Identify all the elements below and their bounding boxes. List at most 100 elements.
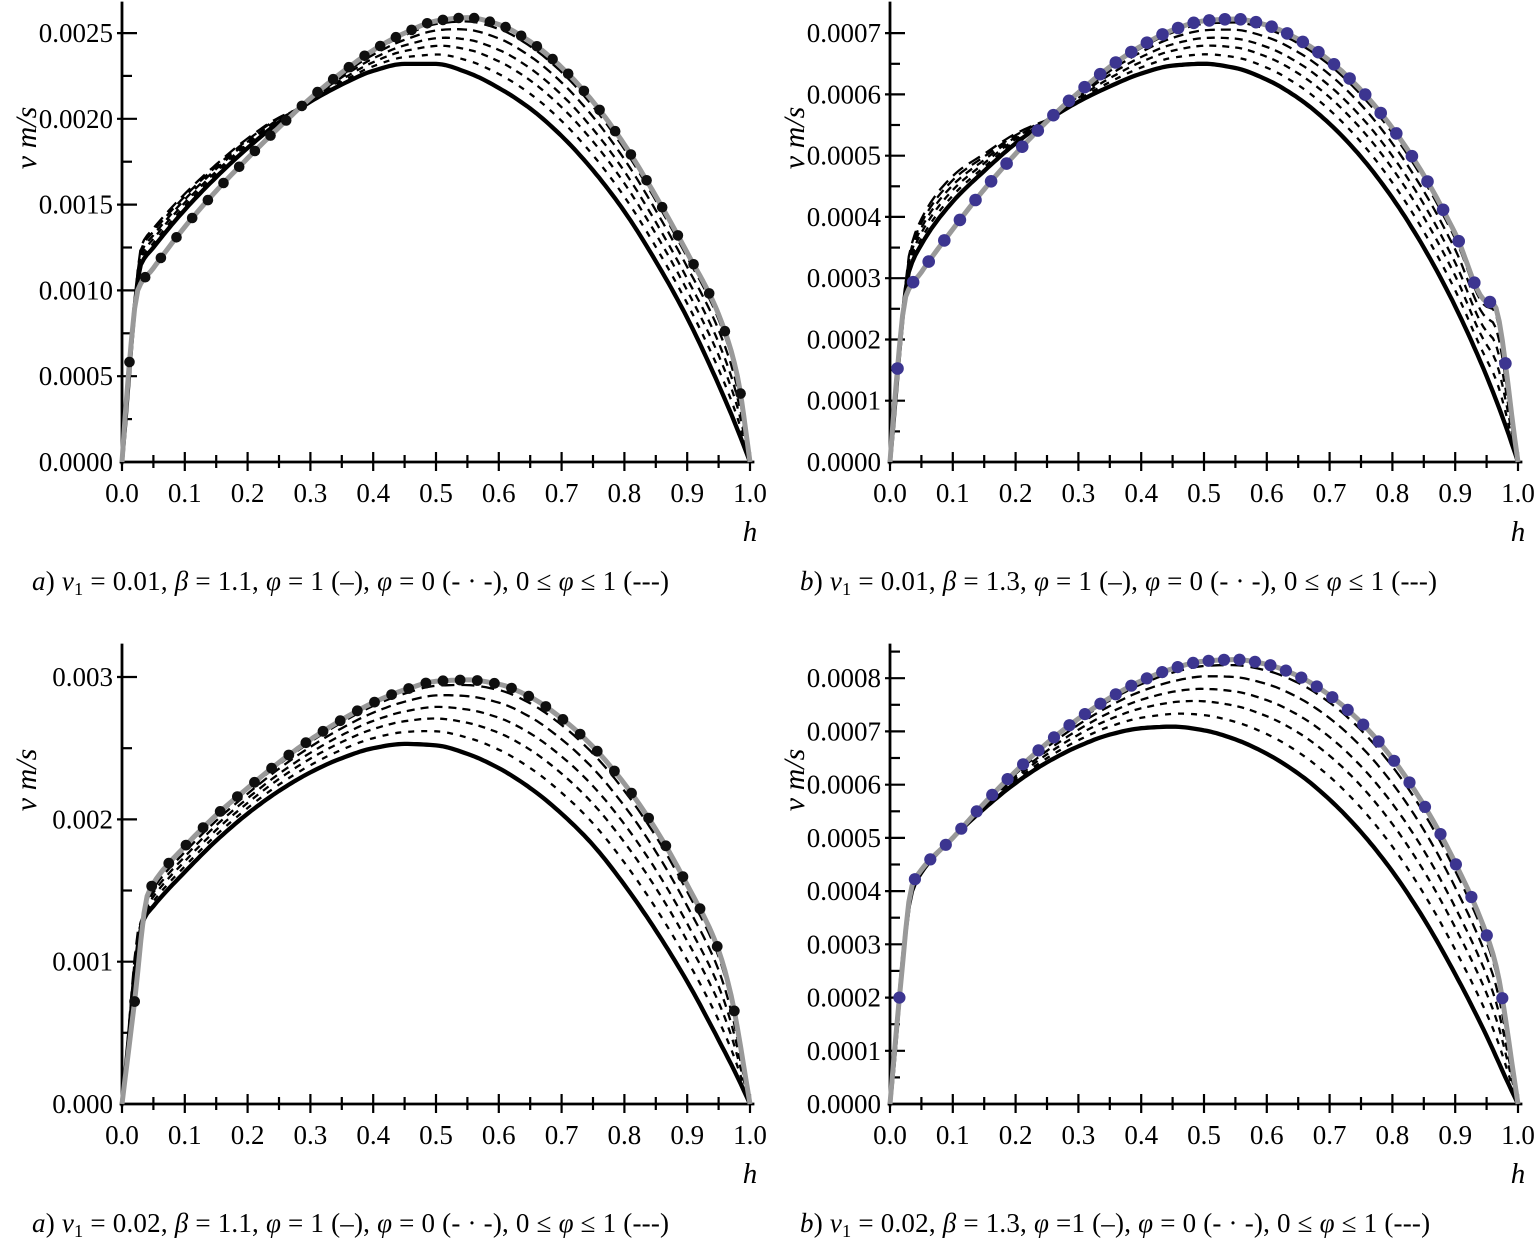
solid-curve [119, 61, 753, 463]
svg-text:0.5: 0.5 [1187, 478, 1221, 508]
dashed-curve [888, 36, 1520, 463]
dashed-curve [888, 675, 1520, 1105]
chart-bottom-left: 0.0 0.1 0.2 0.3 0.4 0.5 0.6 0.7 0.8 0.9 1.00.0000.… [10, 643, 767, 1190]
y-tick-labels: 0.0000 0.0005 0.0010 0.0015 0.0020 0.0025 [39, 18, 113, 477]
svg-text:0.7: 0.7 [545, 1120, 579, 1150]
panel-top-right: 0.0 0.1 0.2 0.3 0.4 0.5 0.6 0.7 0.8 0.9 1.0 0.0000 0… [768, 0, 1537, 612]
chart-top-right: 0.0 0.1 0.2 0.3 0.4 0.5 0.6 0.7 0.8 0.9 1.00.00000… [778, 1, 1535, 548]
y-axis-title: v m/s [778, 749, 811, 812]
axes [887, 1, 1523, 465]
svg-text:0.0000: 0.0000 [807, 447, 881, 477]
svg-text:0.2: 0.2 [231, 1120, 265, 1150]
svg-text:0.1: 0.1 [168, 1120, 202, 1150]
gray-curve [887, 657, 1521, 1105]
svg-text:0.4: 0.4 [1124, 478, 1158, 508]
svg-text:0.6: 0.6 [482, 1120, 516, 1150]
svg-text:0.5: 0.5 [419, 478, 453, 508]
svg-text:0.0000: 0.0000 [39, 447, 113, 477]
axes [119, 643, 755, 1107]
svg-text:0.0001: 0.0001 [807, 386, 881, 416]
x-tick-labels: 0.0 0.1 0.2 0.3 0.4 0.5 0.6 0.7 0.8 0.9 1.0 [105, 1120, 767, 1150]
svg-text:0.0001: 0.0001 [807, 1036, 881, 1066]
x-axis-title: h [1511, 516, 1526, 548]
x-axis-title: h [743, 516, 758, 548]
dashed-curve [120, 729, 752, 1105]
svg-text:0.2: 0.2 [231, 478, 265, 508]
svg-text:0.4: 0.4 [356, 1120, 390, 1150]
axes [119, 1, 755, 465]
svg-text:0.7: 0.7 [1313, 1120, 1347, 1150]
svg-text:0.0007: 0.0007 [807, 18, 881, 48]
phi0-markers [124, 12, 746, 399]
phi0-markers [129, 674, 740, 1017]
x-axis-title: h [1511, 1158, 1526, 1190]
svg-text:0.0000: 0.0000 [807, 1089, 881, 1119]
dashed-curve [120, 44, 752, 463]
svg-text:0.6: 0.6 [1250, 478, 1284, 508]
svg-text:0.6: 0.6 [482, 478, 516, 508]
x-tick-labels: 0.0 0.1 0.2 0.3 0.4 0.5 0.6 0.7 0.8 0.9 1.0 [105, 478, 767, 508]
svg-text:0.1: 0.1 [936, 1120, 970, 1150]
dashed-curve [120, 28, 752, 463]
svg-text:0.8: 0.8 [1376, 478, 1410, 508]
svg-text:0.3: 0.3 [294, 478, 328, 508]
svg-text:0.0002: 0.0002 [807, 983, 881, 1013]
gray-curve [887, 16, 1521, 463]
dashed-curve [120, 717, 752, 1105]
svg-text:0.0004: 0.0004 [807, 876, 882, 906]
chart-top-left: 0.0 0.1 0.2 0.3 0.4 0.5 0.6 0.7 0.8 0.9 1.00.00000… [10, 1, 767, 548]
svg-text:0.0: 0.0 [873, 478, 907, 508]
solid-curve [119, 741, 752, 1105]
svg-text:0.0005: 0.0005 [39, 361, 113, 391]
dashed-curve [120, 705, 752, 1105]
dashed-curve [888, 712, 1520, 1105]
svg-text:0.9: 0.9 [670, 1120, 704, 1150]
svg-text:0.0003: 0.0003 [807, 263, 881, 293]
panel-top-left: 0.0 0.1 0.2 0.3 0.4 0.5 0.6 0.7 0.8 0.9 1.0 0.0000 0… [0, 0, 768, 612]
x-axis-title: h [743, 1158, 758, 1190]
y-tick-labels: 0.0000 0.0001 0.0002 0.0003 0.0004 0.0005 0.00… [807, 663, 882, 1119]
caption-bottom-right: b) v1 = 0.02, β = 1.3, φ =1 (–), φ = 0 (… [800, 1208, 1431, 1242]
svg-text:0.1: 0.1 [936, 478, 970, 508]
svg-text:0.0: 0.0 [105, 1120, 139, 1150]
dashed-curve [888, 699, 1520, 1105]
svg-text:0.0006: 0.0006 [807, 770, 881, 800]
svg-text:0.0008: 0.0008 [807, 663, 881, 693]
svg-text:0.0003: 0.0003 [807, 929, 881, 959]
caption-top-right: b) v1 = 0.01, β = 1.3, φ = 1 (–), φ = 0 … [800, 566, 1438, 600]
svg-text:0.4: 0.4 [1124, 1120, 1158, 1150]
dashed-curve [120, 36, 752, 463]
svg-text:0.9: 0.9 [1438, 1120, 1472, 1150]
x-tick-labels: 0.0 0.1 0.2 0.3 0.4 0.5 0.6 0.7 0.8 0.9 1.0 [873, 1120, 1535, 1150]
svg-text:0.5: 0.5 [419, 1120, 453, 1150]
dashed-curve [888, 21, 1520, 463]
svg-text:0.7: 0.7 [1313, 478, 1347, 508]
phi0-markers [893, 653, 1509, 1005]
svg-text:0.0010: 0.0010 [39, 275, 113, 305]
svg-text:0.0006: 0.0006 [807, 79, 881, 109]
svg-text:0.3: 0.3 [1062, 478, 1096, 508]
tick-marks [117, 675, 752, 1113]
chart-bottom-right: 0.0 0.1 0.2 0.3 0.4 0.5 0.6 0.7 0.8 0.9 1.00.00000… [778, 643, 1535, 1190]
x-tick-labels: 0.0 0.1 0.2 0.3 0.4 0.5 0.6 0.7 0.8 0.9 1.0 [873, 478, 1535, 508]
dashed-curve [120, 20, 752, 463]
dashed-curve [888, 53, 1520, 463]
svg-text:1.0: 1.0 [733, 1120, 767, 1150]
dashed-curve [120, 694, 752, 1105]
tick-marks [885, 31, 1520, 471]
svg-text:0.1: 0.1 [168, 478, 202, 508]
solid-curve [887, 61, 1521, 463]
svg-text:0.0002: 0.0002 [807, 325, 881, 355]
svg-text:1.0: 1.0 [1501, 478, 1535, 508]
svg-text:0.001: 0.001 [52, 947, 113, 977]
y-axis-title: v m/s [10, 749, 43, 812]
panel-bottom-left: 0.0 0.1 0.2 0.3 0.4 0.5 0.6 0.7 0.8 0.9 1.0 0.000 0.… [0, 642, 768, 1254]
svg-text:0.2: 0.2 [999, 1120, 1033, 1150]
axes [887, 643, 1523, 1107]
y-tick-labels: 0.000 0.001 0.002 0.003 [52, 662, 113, 1119]
svg-text:0.3: 0.3 [294, 1120, 328, 1150]
svg-text:0.4: 0.4 [356, 478, 390, 508]
svg-text:0.000: 0.000 [52, 1089, 113, 1119]
svg-text:0.5: 0.5 [1187, 1120, 1221, 1150]
